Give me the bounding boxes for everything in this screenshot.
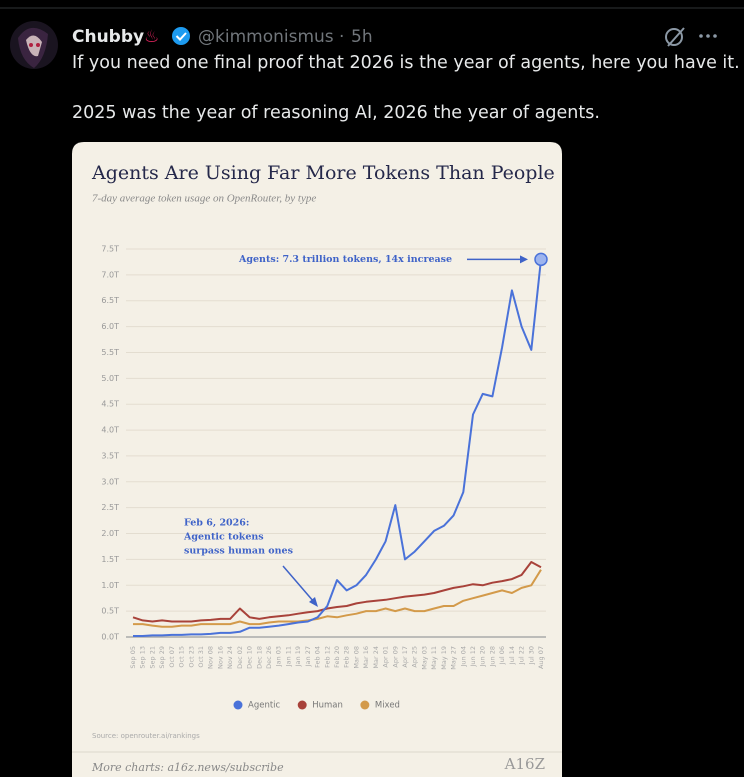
y-tick-label: 2.0T	[101, 529, 119, 538]
x-tick-label: Feb 28	[343, 646, 351, 668]
x-tick-label: Nov 24	[226, 646, 234, 669]
grok-icon[interactable]	[665, 27, 685, 47]
x-tick-label: Aug 07	[537, 646, 545, 669]
x-tick-label: Sep 29	[158, 646, 166, 669]
x-tick-label: Jun 04	[459, 646, 467, 668]
x-tick-label: Dec 02	[236, 646, 244, 669]
y-tick-label: 1.5T	[101, 555, 119, 564]
x-tick-label: Dec 26	[265, 646, 273, 669]
logo: A16Z	[504, 755, 545, 773]
arrow-head	[309, 597, 318, 607]
name-emoji: ♨	[144, 27, 159, 47]
x-tick-label: Jan 19	[294, 646, 302, 667]
x-tick-label: Sep 13	[139, 646, 147, 669]
series-line	[133, 259, 542, 637]
x-tick-label: Mar 16	[362, 646, 370, 669]
y-tick-label: 2.5T	[101, 503, 119, 512]
x-tick-label: Jul 06	[498, 646, 506, 665]
x-tick-label: Jan 03	[275, 646, 283, 667]
x-tick-label: Mar 08	[352, 646, 360, 669]
x-tick-label: Mar 24	[372, 646, 380, 669]
y-tick-label: 0.0T	[101, 633, 119, 642]
footer-link[interactable]: More charts: a16z.news/subscribe	[91, 761, 284, 774]
annotation: Feb 6, 2026:	[184, 518, 249, 529]
legend-label: Agentic	[248, 701, 281, 711]
x-tick-label: Apr 01	[382, 646, 390, 668]
series-line	[132, 561, 542, 623]
separator: ·	[339, 27, 344, 47]
post-text: 2025 was the year of reasoning AI, 2026 …	[72, 103, 600, 123]
x-tick-label: Jul 22	[518, 646, 526, 665]
x-tick-label: May 27	[450, 646, 458, 670]
series-line	[133, 569, 542, 628]
source: Source: openrouter.ai/rankings	[92, 732, 200, 740]
annotation: surpass human ones	[184, 546, 293, 557]
chart-subtitle: 7-day average token usage on OpenRouter,…	[92, 193, 316, 205]
timestamp[interactable]: 5h	[351, 27, 373, 47]
verified-badge	[172, 27, 190, 45]
avatar[interactable]	[10, 21, 58, 69]
x-tick-label: Apr 09	[391, 646, 399, 668]
y-tick-label: 6.5T	[101, 296, 119, 305]
y-tick-label: 3.0T	[101, 477, 119, 486]
x-tick-label: Feb 04	[314, 646, 322, 668]
chart-title: Agents Are Using Far More Tokens Than Pe…	[91, 162, 555, 184]
arrow-head	[520, 255, 528, 264]
more-icon[interactable]	[699, 34, 717, 38]
x-tick-label: Apr 25	[411, 646, 419, 668]
x-tick-label: Feb 20	[333, 646, 341, 668]
x-tick-label: May 19	[440, 646, 448, 670]
x-tick-label: Oct 31	[197, 646, 205, 668]
y-tick-label: 4.5T	[101, 400, 119, 409]
x-tick-label: Jan 27	[304, 646, 312, 667]
legend-swatch	[233, 700, 243, 710]
legend-swatch	[297, 700, 307, 710]
annotation: Agentic tokens	[183, 532, 264, 543]
legend-label: Human	[312, 701, 343, 711]
y-tick-label: 5.5T	[101, 348, 119, 357]
x-tick-label: Jun 28	[488, 646, 496, 668]
y-tick-label: 6.0T	[101, 322, 119, 331]
x-tick-label: Jan 11	[284, 646, 292, 667]
x-tick-label: Nov 08	[207, 646, 215, 669]
x-tick-label: Jun 20	[479, 646, 487, 668]
y-tick-label: 3.5T	[101, 451, 119, 460]
x-tick-label: Dec 18	[255, 646, 263, 669]
legend-label: Mixed	[375, 701, 400, 711]
x-tick-label: Oct 23	[187, 646, 195, 668]
y-tick-label: 0.5T	[101, 607, 119, 616]
x-tick-label: Jul 14	[508, 646, 516, 665]
x-tick-label: Oct 15	[178, 646, 186, 668]
display-name[interactable]: Chubby	[72, 27, 144, 47]
endpoint-marker	[534, 252, 548, 267]
legend-swatch	[360, 700, 370, 710]
x-tick-label: Jun 12	[469, 646, 477, 668]
handle[interactable]: @kimmonismus	[198, 27, 334, 47]
y-tick-label: 4.0T	[101, 426, 119, 435]
x-tick-label: Nov 16	[216, 646, 224, 669]
x-tick-label: May 03	[420, 646, 428, 670]
x-tick-label: Dec 10	[246, 646, 254, 669]
post-text: If you need one final proof that 2026 is…	[72, 53, 740, 73]
x-tick-label: Jul 30	[527, 646, 535, 665]
x-tick-label: Sep 05	[129, 646, 137, 669]
x-tick-label: May 11	[430, 646, 438, 670]
y-tick-label: 7.0T	[101, 270, 119, 279]
x-tick-label: Sep 21	[148, 646, 156, 669]
x-tick-label: Oct 07	[168, 646, 176, 668]
y-tick-label: 5.0T	[101, 374, 119, 383]
x-tick-label: Feb 12	[323, 646, 331, 668]
annotation-arrow	[282, 565, 315, 603]
x-tick-label: Apr 17	[401, 646, 409, 668]
y-tick-label: 1.0T	[101, 581, 119, 590]
chart-card[interactable]: Agents Are Using Far More Tokens Than Pe…	[72, 142, 562, 777]
y-tick-label: 7.5T	[101, 245, 119, 254]
annotation: Agents: 7.3 trillion tokens, 14x increas…	[238, 254, 452, 265]
